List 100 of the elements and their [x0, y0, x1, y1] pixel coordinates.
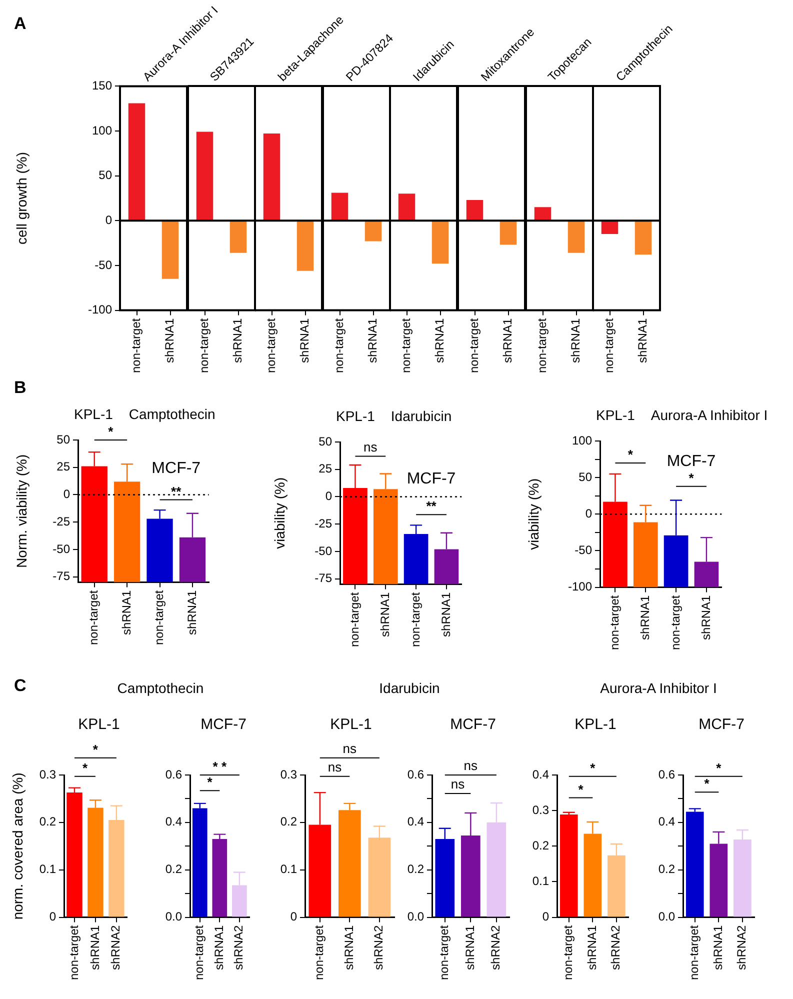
x-tick-label: shRNA1: [230, 318, 245, 363]
y-tick-label: 0.4: [165, 814, 182, 829]
x-tick-label: non-target: [399, 318, 414, 373]
text: ns: [464, 758, 478, 774]
x-tick-label: shRNA1: [212, 924, 226, 970]
annotation: *: [688, 470, 695, 486]
y-tick-label: 0.1: [532, 874, 550, 888]
text: *: [108, 424, 114, 440]
x-tick-label: shRNA1: [366, 318, 380, 363]
x-tick-label: shRNA1: [88, 924, 102, 970]
x-tick-label: shRNA1: [710, 924, 725, 970]
text: Camptothecin: [116, 680, 205, 696]
annotation: *: [590, 760, 596, 776]
chart-title: Camptothecin: [128, 406, 216, 422]
x-tick-label: shRNA1: [638, 594, 652, 640]
x-tick-label: shRNA2: [372, 924, 386, 970]
x-tick-label: shRNA2: [232, 924, 246, 970]
annotation: *: [704, 776, 710, 792]
annotation: *: [628, 447, 634, 462]
y-tick-label: -25: [314, 516, 332, 530]
y-tick-label: 0: [325, 489, 332, 504]
y-tick-label: -50: [52, 542, 70, 556]
chart-title: MCF-7: [449, 716, 497, 733]
y-tick-label: 25: [318, 462, 332, 476]
y-tick-label: 0.6: [165, 767, 182, 782]
chart-subtitle: KPL-1: [574, 716, 618, 733]
x-tick-label: non-target: [129, 318, 144, 373]
x-tick-label: non-target: [608, 594, 622, 650]
y-tick-label: 0.0: [658, 910, 676, 924]
text: *: [92, 742, 99, 758]
annotation: *: [578, 782, 584, 797]
x-tick-label: shRNA1: [184, 590, 199, 635]
x-tick-label: shRNA1: [378, 592, 392, 637]
y-tick-label: 0.1: [39, 862, 56, 876]
y-tick-label: -75: [314, 571, 332, 586]
x-tick-label: shRNA1: [584, 924, 599, 970]
x-tick-label: non-target: [668, 594, 682, 650]
chart-title: Idarubicin: [378, 680, 441, 696]
y-tick-label: 0.4: [407, 814, 424, 829]
y-tick-label: 0.3: [39, 767, 56, 782]
y-tick-label: 0: [585, 506, 592, 520]
y-tick-label: 50: [578, 470, 592, 484]
y-tick-label: 0: [63, 487, 70, 502]
y-axis-title: norm. covered area (%): [9, 772, 26, 920]
y-axis-title: Norm. viability (%): [13, 454, 30, 568]
chart-title: MCF-7: [698, 716, 746, 733]
y-tick-label: 50: [98, 168, 112, 182]
annotation: *: [207, 774, 214, 790]
y-tick-label: 0: [105, 212, 112, 227]
y-tick-label: 0: [542, 910, 550, 924]
y-tick-label: 25: [56, 460, 70, 474]
y-tick-label: 100: [572, 433, 592, 448]
text: A: [14, 14, 26, 34]
bar: [560, 814, 578, 917]
text: ns: [342, 741, 358, 756]
bar: [686, 812, 704, 917]
y-tick-label: 0.2: [280, 814, 298, 829]
text: C: [14, 676, 26, 696]
x-tick-label: shRNA1: [500, 318, 515, 363]
x-tick-label: non-target: [437, 924, 452, 980]
x-tick-label: non-target: [192, 924, 206, 980]
chart-subtitle: KPL-1: [336, 408, 375, 424]
y-tick-label: 0.4: [658, 814, 676, 829]
chart-title: MCF-7: [200, 716, 248, 733]
chart-title: Idarubicin: [390, 408, 452, 424]
text: Aurora-A Inhibitor I: [599, 680, 718, 696]
y-tick-label: 50: [56, 432, 70, 446]
y-tick-label: 0: [49, 910, 56, 924]
x-tick-label: shRNA1: [342, 924, 356, 970]
y-tick-label: 100: [92, 123, 112, 138]
chart-subtitle: KPL-1: [329, 716, 373, 733]
y-axis-title: viability (%): [525, 478, 542, 550]
text: ns: [328, 760, 342, 774]
x-tick-label: non-target: [66, 924, 81, 980]
chart-subtitle: KPL-1: [596, 407, 635, 423]
x-tick-label: non-target: [602, 318, 616, 373]
y-tick-label: 0.2: [407, 862, 424, 876]
y-tick-label: -25: [52, 514, 70, 528]
y-tick-label: 50: [318, 434, 332, 448]
y-tick-label: 150: [92, 78, 112, 93]
y-tick-label: 0.3: [532, 802, 550, 817]
text: * *: [212, 759, 228, 774]
x-tick-label: non-target: [535, 318, 550, 373]
annotation: MCF-7: [666, 452, 716, 470]
chart-title: Aurora-A Inhibitor I: [650, 407, 768, 423]
x-tick-label: non-target: [348, 592, 362, 647]
y-tick-label: 0.3: [280, 767, 298, 782]
x-tick-label: shRNA1: [432, 318, 447, 363]
y-tick-label: -75: [52, 569, 70, 584]
chart-subtitle: KPL-1: [77, 716, 121, 733]
y-tick-label: -100: [568, 580, 592, 594]
x-tick-label: non-target: [408, 592, 422, 647]
y-tick-label: 0.2: [165, 862, 182, 876]
x-tick-label: shRNA2: [108, 924, 123, 970]
x-tick-label: shRNA1: [698, 594, 713, 640]
x-tick-label: shRNA1: [636, 318, 650, 363]
y-tick-label: 0: [290, 910, 298, 924]
text: B: [14, 378, 26, 398]
x-tick-label: non-target: [86, 590, 101, 645]
y-tick-label: -100: [88, 302, 112, 317]
